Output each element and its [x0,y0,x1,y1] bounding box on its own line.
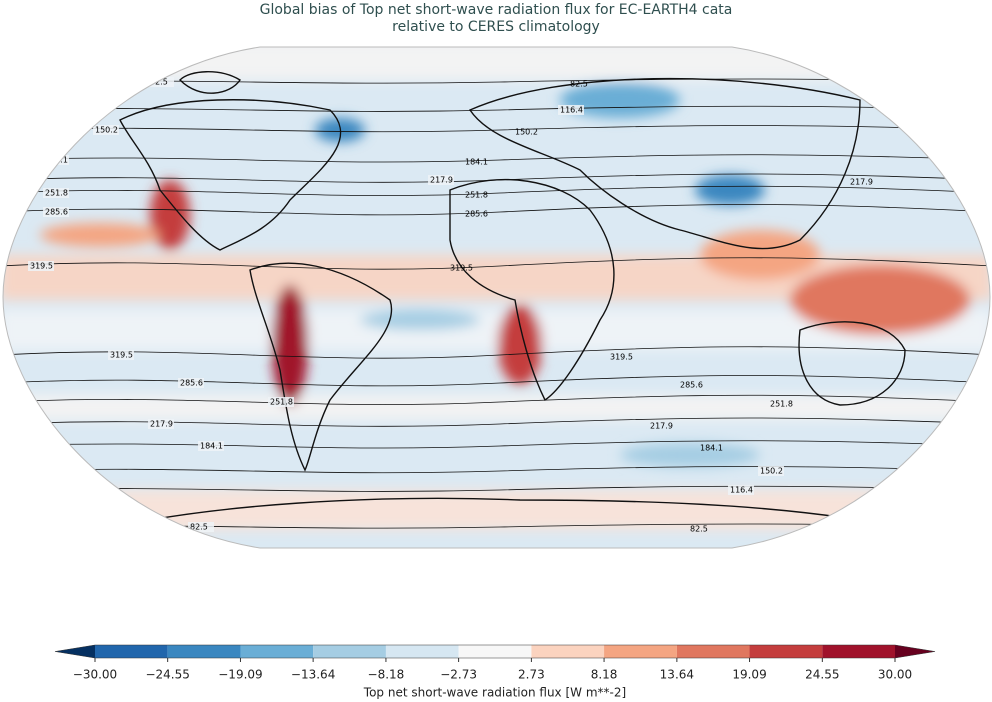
contour-label: 285.6 [680,381,703,390]
contour-label: 184.1 [700,444,723,453]
colorbar-bin [95,645,168,658]
contour-label: 184.1 [200,442,223,451]
title-line: Global bias of Top net short-wave radiat… [260,2,733,18]
contour-line [3,154,990,163]
contour-label: 82.5 [190,523,208,532]
contour-label: 251.8 [45,189,68,198]
contour-label: 116.4 [560,106,583,115]
colorbar-tick-label: 2.73 [518,668,545,682]
colorbar-tick-label: 19.09 [732,668,766,682]
contour-label: 251.8 [465,191,488,200]
contour-line [3,466,990,474]
contour-label-bg [428,175,454,185]
colorbar-tick-label: −19.09 [218,668,262,682]
colorbar-bin [531,645,605,658]
contour-label-bg [198,441,224,451]
contour-label: 82.5 [570,80,588,89]
map-frame [2,46,991,549]
contour-line [3,485,990,492]
contour-label: 217.9 [650,422,673,431]
contour-label-bg [188,522,214,532]
colorbar-bin [240,645,314,658]
contour-line [3,105,990,112]
contour-label: 285.6 [45,208,68,217]
contour-line [3,346,990,359]
contour-label: 285.6 [180,379,203,388]
contour-label: 217.9 [150,420,173,429]
contour-label: 251.8 [770,400,793,409]
colorbar-tick-label: 24.55 [805,668,839,682]
contour-line [3,173,990,183]
contour-label: 217.9 [430,176,453,185]
contours: 82.582.582.582.5116.4116.4116.4116.4150.… [3,77,992,534]
colorbar-extend-low [55,645,95,658]
contour-label-bg [43,188,69,198]
colorbar-bin [385,645,459,658]
contour-label-bg [43,207,69,217]
colorbar-tick-label: −24.55 [145,668,189,682]
colorbar-tick-label: −8.18 [368,668,405,682]
colorbar-bin [458,645,532,658]
colorbar-bin [167,645,241,658]
contour-label: 184.1 [45,156,68,165]
colorbar-bin [604,645,677,658]
colorbar-label: Top net short-wave radiation flux [W m**… [363,686,626,700]
map: 82.582.582.582.5116.4116.4116.4116.4150.… [3,47,992,548]
contour-label: 116.4 [980,108,992,117]
contour-label-bg [728,485,754,495]
contour-label: 319.5 [110,351,133,360]
colorbar-tick-label: −2.73 [440,668,477,682]
contour-label: 150.2 [515,128,538,137]
contour-line [3,257,990,270]
contour-label: 217.9 [850,178,873,187]
contour-line [3,440,990,449]
contour-line [3,375,990,387]
contour-label: 82.5 [150,78,168,87]
colorbar-tick-label: −13.64 [291,668,335,682]
contour-label-bg [93,125,119,135]
colorbar-bin [676,645,750,658]
contour-label-bg [28,261,54,271]
colorbar-extend-high [895,645,935,658]
contour-label-bg [178,378,204,388]
contour-label: 319.5 [30,262,53,271]
contour-label-bg [758,466,784,476]
colorbar-bin [313,645,386,658]
contour-label: 116.4 [730,486,753,495]
contour-line [3,394,990,405]
colorbar-bin [749,645,823,658]
contour-label-bg [268,397,294,407]
colorbar-tick-label: 8.18 [591,668,618,682]
contour-label-bg [108,350,134,360]
contour-label: 184.1 [465,158,488,167]
contour-label: 150.2 [95,126,118,135]
colorbar: −30.00 −24.55 −19.09 −13.64 −8.18 −2.73 2.73 8.… [54,644,936,700]
contour-label-bg [558,105,584,115]
contour-label: 285.6 [465,210,488,219]
contour-label: 251.8 [270,398,293,407]
contour-label: 82.5 [690,525,708,534]
contour-label-bg [148,419,174,429]
colorbar-bin [822,645,895,658]
contour-line [3,204,990,216]
contour-line [3,185,990,196]
contour-label-bg [148,77,174,87]
colorbar-tick-label: −30.00 [73,668,117,682]
contour-label: 319.5 [610,353,633,362]
colorbar-tick-label: 13.64 [660,668,694,682]
contour-line [3,125,990,133]
colorbar-tick-label: 30.00 [878,668,912,682]
title-line: relative to CERES climatology [392,19,600,35]
contour-label: 319.5 [450,264,473,273]
contour-label: 150.2 [760,467,783,476]
